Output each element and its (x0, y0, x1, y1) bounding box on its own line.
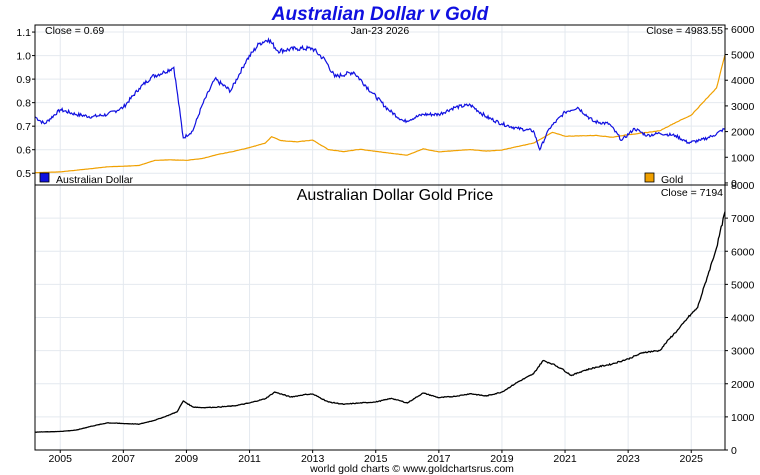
top-panel-grid (35, 25, 725, 185)
legend-swatch-australian-dollar (39, 172, 50, 183)
x-tick-label: 2009 (175, 453, 199, 465)
top-left-axis: 0.5 0.6 0.7 0.8 0.9 1.0 1.1 (16, 27, 35, 180)
x-tick-label: 2015 (364, 453, 388, 465)
gold-price-line (34, 54, 726, 174)
x-tick-label: 2011 (238, 453, 261, 465)
x-tick-label: 2023 (616, 453, 640, 465)
bottom-right-tick-label: 4000 (731, 313, 755, 325)
x-axis: 2005 2007 2009 2011 2013 2015 2017 2019 2021 2023… (49, 450, 704, 465)
australian-dollar-line (34, 37, 726, 152)
bottom-right-tick-label: 3000 (731, 346, 755, 358)
x-tick-label: 2013 (301, 453, 325, 465)
top-right-tick-label: 2000 (731, 127, 755, 139)
footer-credit: world gold charts © www.goldchartsrus.co… (309, 463, 514, 475)
bottom-right-tick-label: 0 (731, 445, 737, 457)
top-left-tick-label: 0.7 (16, 121, 31, 133)
australian-dollar-gold-price-line (34, 211, 726, 433)
top-right-tick-label: 1000 (731, 152, 755, 164)
top-right-tick-label: 5000 (731, 50, 755, 62)
top-right-tick-label: 3000 (731, 101, 755, 113)
top-right-tick-label: 6000 (731, 24, 755, 36)
top-right-tick-label: 4000 (731, 75, 755, 87)
top-left-tick-label: 1.0 (16, 51, 31, 63)
top-right-axis: 0 1000 2000 3000 4000 5000 6000 (725, 24, 755, 190)
aud-gold-close-label: Close = 7194 (661, 187, 723, 199)
bottom-chart-title: Australian Dollar Gold Price (297, 187, 494, 204)
bottom-right-tick-label: 1000 (731, 412, 755, 424)
x-tick-label: 2025 (680, 453, 704, 465)
gold-close-label: Close = 4983.55 (646, 25, 723, 37)
top-left-tick-label: 1.1 (16, 27, 31, 39)
date-label: Jan-23 2026 (351, 25, 410, 37)
x-tick-label: 2007 (112, 453, 136, 465)
bottom-right-tick-label: 5000 (731, 279, 755, 291)
bottom-right-tick-label: 2000 (731, 379, 755, 391)
top-left-tick-label: 0.8 (16, 98, 31, 110)
x-tick-label: 2017 (427, 453, 451, 465)
legend-swatch-gold (644, 172, 655, 183)
aud-close-label: Close = 0.69 (45, 25, 104, 37)
bottom-right-axis: 0 1000 2000 3000 4000 5000 6000 7000 8000 (725, 180, 755, 457)
top-left-tick-label: 0.5 (16, 168, 31, 180)
top-left-tick-label: 0.6 (16, 145, 31, 157)
top-chart-title: Australian Dollar v Gold (271, 4, 489, 25)
x-tick-label: 2021 (553, 453, 577, 465)
legend-label-gold: Gold (661, 174, 683, 186)
x-tick-label: 2005 (49, 453, 73, 465)
x-tick-label: 2019 (490, 453, 514, 465)
top-left-tick-label: 0.9 (16, 74, 31, 86)
bottom-right-tick-label: 6000 (731, 246, 755, 258)
legend-label-australian-dollar: Australian Dollar (56, 174, 134, 186)
bottom-right-tick-label: 8000 (731, 180, 755, 192)
bottom-right-tick-label: 7000 (731, 213, 755, 225)
top-right-tick-label: 0 (731, 178, 737, 190)
